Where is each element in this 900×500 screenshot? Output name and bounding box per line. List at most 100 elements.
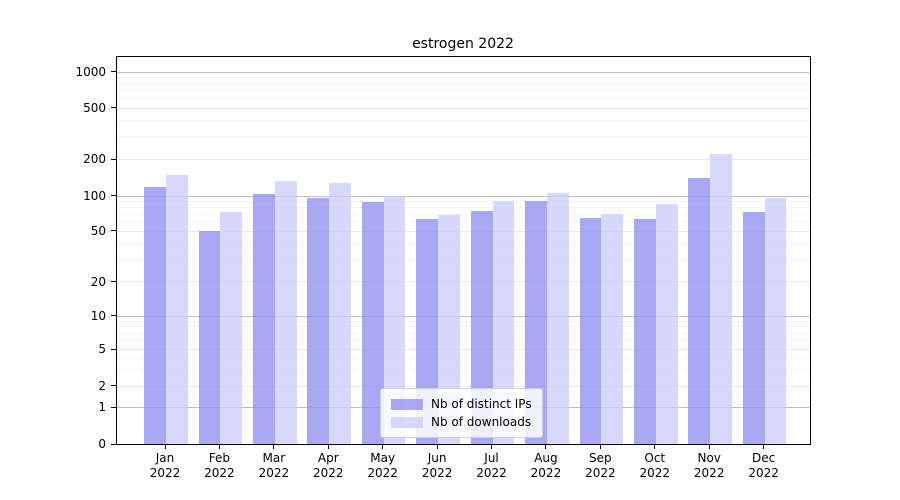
bar-distinct-ips-feb xyxy=(198,231,221,444)
y-tick-mark xyxy=(111,71,116,73)
gridline xyxy=(117,320,810,322)
bar-downloads-aug xyxy=(546,193,569,444)
y-tick-mark xyxy=(111,385,116,387)
gridline xyxy=(117,213,810,215)
y-tick-label: 2 xyxy=(98,378,106,393)
y-tick-label: 10 xyxy=(90,308,106,323)
bar-distinct-ips-sep xyxy=(579,217,602,444)
gridline xyxy=(117,230,810,232)
x-tick-mark xyxy=(327,445,329,449)
legend: Nb of distinct IPs Nb of downloads xyxy=(380,388,543,438)
gridline xyxy=(117,90,810,92)
gridline xyxy=(117,206,810,208)
gridline xyxy=(117,385,810,387)
bar-distinct-ips-aug xyxy=(525,201,547,444)
gridline xyxy=(117,332,810,334)
y-tick-mark xyxy=(111,443,116,445)
y-tick-label: 1 xyxy=(98,400,106,415)
x-tick-label-mar: Mar 2022 xyxy=(258,451,290,480)
gridline xyxy=(117,195,810,197)
bar-downloads-feb xyxy=(220,211,243,444)
gridline xyxy=(117,76,810,78)
y-tick-label: 1000 xyxy=(75,64,106,79)
bar-downloads-jul xyxy=(492,200,515,444)
x-tick-mark xyxy=(708,445,710,449)
gridline xyxy=(117,258,810,260)
legend-swatch-downloads xyxy=(391,416,423,428)
y-tick-label: 5 xyxy=(98,342,106,357)
bar-distinct-ips-jul xyxy=(470,210,493,444)
y-tick-mark xyxy=(111,158,116,160)
bar-distinct-ips-jan xyxy=(144,186,166,444)
bar-downloads-apr xyxy=(329,183,352,444)
gridline xyxy=(117,357,810,359)
bar-downloads-oct xyxy=(655,204,678,444)
bar-downloads-sep xyxy=(601,214,624,444)
x-tick-mark xyxy=(763,445,765,449)
legend-item-distinct-ips: Nb of distinct IPs xyxy=(391,395,532,413)
x-tick-label-nov: Nov 2022 xyxy=(693,451,725,480)
bar-downloads-may xyxy=(383,196,406,444)
gridline xyxy=(117,348,810,350)
x-tick-label-dec: Dec 2022 xyxy=(748,451,779,480)
y-tick-mark xyxy=(111,107,116,109)
gridline xyxy=(117,281,810,283)
x-tick-label-jun: Jun 2022 xyxy=(421,451,453,480)
bar-distinct-ips-apr xyxy=(307,197,330,444)
y-tick-mark xyxy=(111,348,116,350)
x-tick-label-jan: Jan 2022 xyxy=(149,451,181,480)
x-tick-mark xyxy=(382,445,384,449)
x-tick-label-sep: Sep 2022 xyxy=(585,451,616,480)
legend-item-downloads: Nb of downloads xyxy=(391,413,532,431)
y-tick-label: 0 xyxy=(98,437,106,451)
bar-downloads-mar xyxy=(274,181,297,444)
bar-downloads-jan xyxy=(166,175,188,444)
y-tick-label: 200 xyxy=(83,152,106,167)
bar-downloads-nov xyxy=(710,153,732,444)
gridline xyxy=(117,98,810,100)
gridline xyxy=(117,83,810,85)
bar-downloads-jun xyxy=(438,214,460,444)
x-tick-label-aug: Aug 2022 xyxy=(530,451,562,480)
y-tick-label: 100 xyxy=(83,188,106,203)
gridline xyxy=(117,326,810,328)
gridline xyxy=(117,242,810,244)
legend-label-distinct-ips: Nb of distinct IPs xyxy=(431,397,532,411)
bar-distinct-ips-nov xyxy=(688,178,711,444)
plot-area xyxy=(116,56,811,445)
gridline xyxy=(117,340,810,342)
y-tick-mark xyxy=(111,195,116,197)
legend-label-downloads: Nb of downloads xyxy=(431,415,532,429)
y-tick-label: 500 xyxy=(83,100,106,115)
gridline xyxy=(117,369,810,371)
gridline xyxy=(117,119,810,121)
bar-distinct-ips-may xyxy=(361,202,384,444)
gridline xyxy=(117,200,810,202)
x-tick-mark xyxy=(436,445,438,449)
x-tick-mark xyxy=(491,445,493,449)
x-tick-label-feb: Feb 2022 xyxy=(204,451,235,480)
bar-distinct-ips-mar xyxy=(253,194,275,444)
bar-distinct-ips-oct xyxy=(633,218,656,444)
bar-downloads-dec xyxy=(764,198,787,444)
gridline xyxy=(117,71,810,73)
x-tick-label-jul: Jul 2022 xyxy=(476,451,507,480)
y-tick-mark xyxy=(111,315,116,317)
y-tick-mark xyxy=(111,230,116,232)
x-tick-mark xyxy=(273,445,275,449)
chart-title: estrogen 2022 xyxy=(412,36,514,52)
x-tick-mark xyxy=(545,445,547,449)
gridline xyxy=(117,158,810,160)
bar-distinct-ips-dec xyxy=(742,211,765,444)
x-tick-label-may: May 2022 xyxy=(367,451,398,480)
gridline xyxy=(117,107,810,109)
x-tick-mark xyxy=(599,445,601,449)
gridline xyxy=(117,136,810,138)
legend-swatch-distinct-ips xyxy=(391,398,423,410)
y-tick-label: 50 xyxy=(90,223,106,238)
x-tick-label-oct: Oct 2022 xyxy=(639,451,671,480)
bar-distinct-ips-jun xyxy=(416,219,439,444)
gridline xyxy=(117,315,810,317)
x-tick-mark xyxy=(164,445,166,449)
x-tick-mark xyxy=(654,445,656,449)
